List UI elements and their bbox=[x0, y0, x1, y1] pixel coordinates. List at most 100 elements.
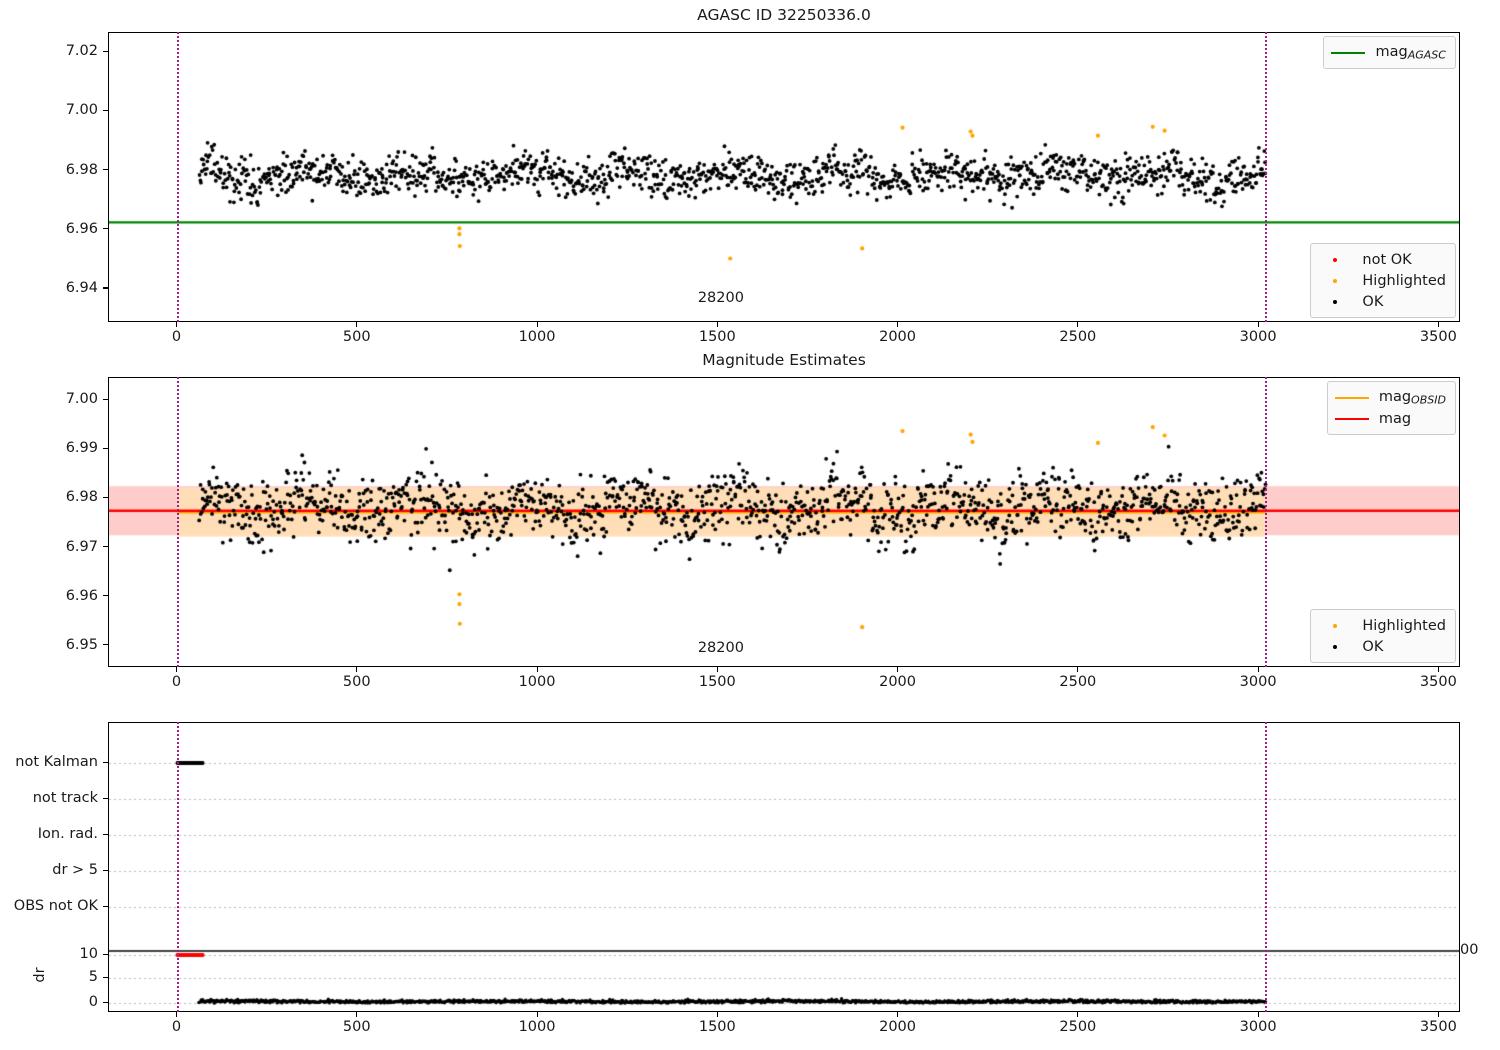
obsid-boundary-line bbox=[176, 722, 179, 1012]
xtick-label-middle: 500 bbox=[342, 674, 371, 690]
ytick-label-middle: 6.98 bbox=[65, 489, 98, 506]
xtick-mark bbox=[1077, 322, 1079, 327]
dr-axis-label: dr bbox=[32, 967, 48, 983]
ytick-label-middle: 6.96 bbox=[65, 587, 98, 604]
scatter-canvas-middle bbox=[109, 378, 1459, 666]
legend-label-mag-obsid: magOBSID bbox=[1378, 388, 1446, 407]
xtick-label-bottom: 0 bbox=[171, 1019, 182, 1035]
obsid-annotation-top: 28200 bbox=[697, 290, 744, 306]
xtick-mark bbox=[176, 667, 178, 672]
xtick-label-bottom: 3500 bbox=[1419, 1019, 1457, 1035]
legend-row-ok-mid: OK bbox=[1318, 636, 1446, 657]
ytick-mark bbox=[103, 169, 108, 171]
xtick-mark bbox=[897, 667, 899, 672]
xtick-mark bbox=[716, 322, 718, 327]
legend-dot-wrap-ok bbox=[1318, 294, 1352, 310]
dr-tick-label: 0 bbox=[88, 994, 98, 1010]
xtick-mark bbox=[1437, 1012, 1439, 1017]
panel-title-middle: Magnitude Estimates bbox=[702, 351, 866, 369]
xtick-mark bbox=[716, 1012, 718, 1017]
legend-dot-wrap-highlighted bbox=[1318, 273, 1352, 289]
xtick-label-top: 3500 bbox=[1419, 329, 1457, 345]
xtick-label-middle: 2500 bbox=[1059, 674, 1097, 690]
plot-area-bottom bbox=[108, 722, 1460, 1012]
agasc-magnitude-panel: AGASC ID 32250336.0 magAGASC not OK High… bbox=[108, 6, 1460, 322]
ytick-mark bbox=[103, 50, 108, 52]
flags-and-dr-panel bbox=[108, 722, 1460, 1012]
ytick-mark bbox=[103, 976, 108, 978]
highlighted-dot-icon bbox=[1333, 278, 1338, 283]
legend-row-mag-obsid: magOBSID bbox=[1334, 387, 1446, 408]
legend-line-swatch-green bbox=[1331, 51, 1366, 54]
xtick-label-top: 3000 bbox=[1239, 329, 1277, 345]
xtick-mark bbox=[1437, 322, 1439, 327]
xtick-label-top: 0 bbox=[171, 329, 182, 345]
obsid-boundary-line bbox=[176, 32, 179, 322]
ytick-mark bbox=[103, 1001, 108, 1003]
ytick-mark bbox=[103, 905, 108, 907]
legend-dot-wrap-not-ok bbox=[1318, 252, 1352, 268]
dr-tick-label: 5 bbox=[88, 969, 98, 985]
legend-label-mag-agasc: magAGASC bbox=[1375, 43, 1446, 62]
legend-label-mag: mag bbox=[1378, 410, 1412, 427]
legend-row-ok: OK bbox=[1318, 291, 1446, 312]
ytick-mark bbox=[103, 797, 108, 799]
ytick-mark bbox=[103, 953, 108, 955]
magnitude-estimates-panel: Magnitude Estimates magOBSID mag Highlig… bbox=[108, 351, 1460, 667]
ytick-label-top: 6.94 bbox=[65, 279, 98, 296]
xtick-mark bbox=[1257, 1012, 1259, 1017]
xtick-mark bbox=[1077, 667, 1079, 672]
legend-marker-status-top[interactable]: not OK Highlighted OK bbox=[1310, 243, 1456, 318]
flag-label-obs-not-ok: OBS not OK bbox=[13, 898, 98, 914]
xtick-mark bbox=[536, 322, 538, 327]
legend-label-ok: OK bbox=[1362, 293, 1384, 310]
ytick-mark bbox=[103, 496, 108, 499]
legend-row-mag: mag bbox=[1334, 408, 1446, 429]
ytick-mark bbox=[103, 761, 108, 763]
legend-line-swatch-orange bbox=[1334, 396, 1369, 399]
legend-mag-lines[interactable]: magOBSID mag bbox=[1326, 381, 1456, 435]
flag-label-ion-rad: Ion. rad. bbox=[37, 826, 98, 842]
xtick-label-top: 500 bbox=[342, 329, 371, 345]
ytick-label-middle: 7.00 bbox=[65, 391, 98, 408]
ytick-mark bbox=[103, 644, 108, 646]
legend-dot-wrap-highlighted-mid bbox=[1318, 618, 1352, 634]
ytick-mark bbox=[103, 109, 108, 111]
ytick-label-middle: 6.99 bbox=[65, 440, 98, 457]
legend-label-highlighted: Highlighted bbox=[1362, 272, 1446, 289]
xtick-label-middle: 1500 bbox=[698, 674, 736, 690]
ytick-mark bbox=[103, 447, 108, 449]
xtick-mark bbox=[897, 1012, 899, 1017]
xtick-label-middle: 2000 bbox=[879, 674, 917, 690]
xtick-label-bottom: 1500 bbox=[698, 1019, 736, 1035]
obsid-boundary-line bbox=[1265, 722, 1268, 1012]
xtick-label-top: 2000 bbox=[879, 329, 917, 345]
ok-dot-icon bbox=[1333, 644, 1338, 649]
flag-label-dr-5: dr > 5 bbox=[52, 862, 98, 878]
xtick-label-middle: 3000 bbox=[1239, 674, 1277, 690]
xtick-label-top: 1000 bbox=[518, 329, 556, 345]
xtick-mark bbox=[176, 1012, 178, 1017]
dr-tick-label: 10 bbox=[79, 946, 98, 962]
legend-mag-agasc[interactable]: magAGASC bbox=[1323, 36, 1456, 69]
highlighted-dot-icon bbox=[1333, 623, 1338, 628]
ytick-label-top: 7.00 bbox=[65, 102, 98, 119]
flag-label-not-track: not track bbox=[32, 790, 98, 806]
ytick-label-top: 7.02 bbox=[65, 43, 98, 60]
ytick-mark bbox=[103, 595, 108, 597]
legend-marker-status-middle[interactable]: Highlighted OK bbox=[1310, 609, 1456, 663]
legend-label-highlighted-mid: Highlighted bbox=[1362, 617, 1446, 634]
legend-label-not-ok: not OK bbox=[1362, 251, 1412, 268]
obsid-boundary-line bbox=[176, 377, 179, 667]
xtick-label-middle: 0 bbox=[171, 674, 182, 690]
xtick-mark bbox=[1077, 1012, 1079, 1017]
xtick-mark bbox=[1257, 322, 1259, 327]
plot-area-middle bbox=[108, 377, 1460, 667]
scatter-canvas-top bbox=[109, 33, 1459, 321]
xtick-label-bottom: 3000 bbox=[1239, 1019, 1277, 1035]
ytick-mark bbox=[103, 287, 108, 289]
xtick-mark bbox=[1257, 667, 1259, 672]
xtick-label-bottom: 2000 bbox=[879, 1019, 917, 1035]
ytick-mark bbox=[103, 546, 108, 548]
